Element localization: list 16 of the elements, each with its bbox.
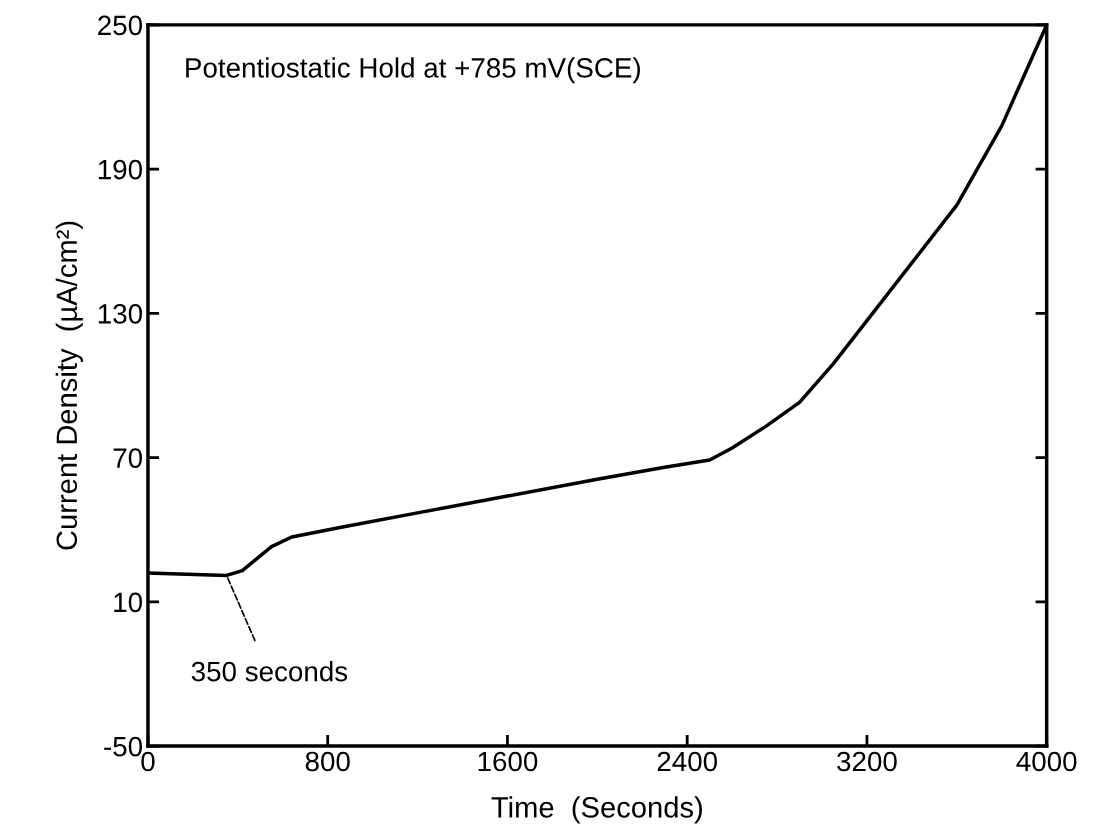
y-tick-label: -50 <box>104 736 143 757</box>
x-tick-label: 0 <box>141 751 155 772</box>
x-tick-label: 800 <box>305 751 350 772</box>
x-tick-label: 3200 <box>837 751 897 772</box>
y-tick-label: 250 <box>98 15 143 36</box>
x-tick-label: 2400 <box>657 751 718 772</box>
x-tick-label: 1600 <box>478 751 538 772</box>
y-tick-label: 130 <box>98 304 143 324</box>
x-tick-label: 4000 <box>1016 751 1077 772</box>
annotation: 350 seconds <box>191 661 348 682</box>
y-tick-label: 70 <box>113 448 143 468</box>
annotation: Potentiostatic Hold at +785 mV(SCE) <box>186 57 640 84</box>
y-tick-label: 10 <box>114 592 143 613</box>
y-tick-label: 190 <box>98 159 143 180</box>
x-axis-title: Time (Seconds) <box>491 796 702 824</box>
y-axis-title: Current Density (µA/cm²) <box>55 221 83 550</box>
